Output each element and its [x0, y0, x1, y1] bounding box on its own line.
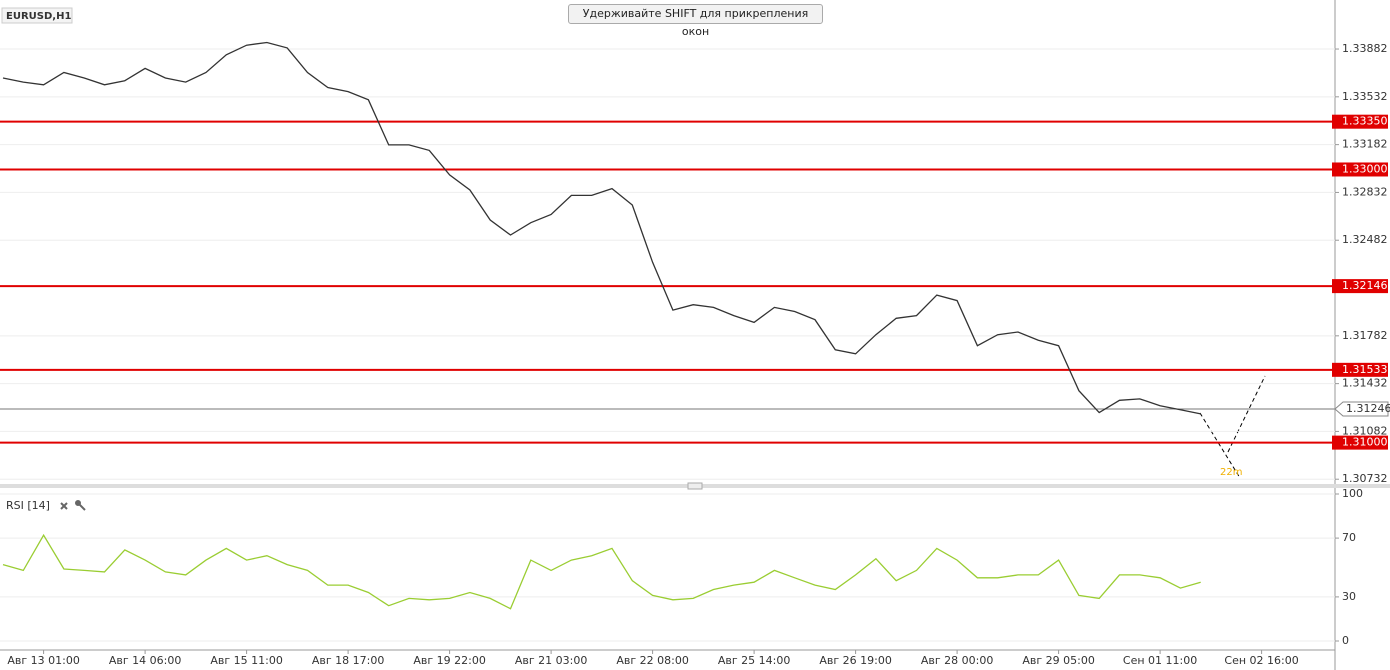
last-price-label: 1.31246 — [1346, 402, 1390, 415]
level-label-box — [1332, 114, 1388, 129]
close-icon[interactable] — [60, 502, 68, 510]
level-label: 1.33350 — [1342, 115, 1388, 128]
y-tick-label: 1.33182 — [1342, 138, 1388, 151]
y-tick-label: 1.32832 — [1342, 185, 1388, 198]
settings-icon[interactable] — [75, 500, 86, 511]
hint-button[interactable]: Удерживайте SHIFT для прикрепления окон — [568, 4, 823, 38]
x-tick-label: Авг 26 19:00 — [819, 654, 891, 667]
level-label: 1.32146 — [1342, 279, 1388, 292]
y-tick-label: 0 — [1342, 634, 1349, 647]
x-tick-label: Авг 25 14:00 — [718, 654, 790, 667]
separator-handle[interactable] — [687, 482, 703, 490]
x-tick-label: Авг 13 01:00 — [7, 654, 79, 667]
data-line — [2, 533, 1201, 610]
y-tick-label: 1.33532 — [1342, 90, 1388, 103]
y-tick-label: 30 — [1342, 590, 1356, 603]
y-tick-label: 1.31082 — [1342, 424, 1388, 437]
x-tick-label: Авг 22 08:00 — [616, 654, 688, 667]
level-label-box — [1332, 362, 1388, 377]
annotation: 22m — [1220, 467, 1242, 478]
x-tick-label: Авг 28 00:00 — [921, 654, 993, 667]
last-price-box — [1334, 401, 1389, 417]
symbol-title: EURUSD,H1 — [6, 11, 71, 22]
x-tick-label: Авг 19 22:00 — [413, 654, 485, 667]
x-tick-label: Авг 21 03:00 — [515, 654, 587, 667]
level-label-box — [1332, 435, 1388, 450]
y-tick-label: 70 — [1342, 531, 1356, 544]
y-tick-label: 1.32482 — [1342, 233, 1388, 246]
level-label: 1.31533 — [1342, 363, 1388, 376]
indicator-title: RSI [14] — [6, 499, 50, 512]
level-label: 1.31000 — [1342, 436, 1388, 449]
y-tick-label: 1.33882 — [1342, 42, 1388, 55]
symbol-box — [1, 7, 73, 24]
x-tick-label: Сен 01 11:00 — [1123, 654, 1197, 667]
forecast-path — [1199, 375, 1266, 479]
x-tick-label: Авг 15 11:00 — [210, 654, 282, 667]
y-tick-label: 1.31432 — [1342, 377, 1388, 390]
level-label-box — [1332, 279, 1388, 294]
level-label-box — [1332, 162, 1388, 177]
x-tick-label: Сен 02 16:00 — [1224, 654, 1298, 667]
y-tick-label: 1.31782 — [1342, 329, 1388, 342]
x-tick-label: Авг 18 17:00 — [312, 654, 384, 667]
x-tick-label: Авг 14 06:00 — [109, 654, 181, 667]
data-line — [2, 41, 1201, 415]
y-tick-label: 1.30732 — [1342, 472, 1388, 485]
x-tick-label: Авг 29 05:00 — [1022, 654, 1094, 667]
level-label: 1.33000 — [1342, 162, 1388, 175]
y-tick-label: 100 — [1342, 487, 1363, 500]
